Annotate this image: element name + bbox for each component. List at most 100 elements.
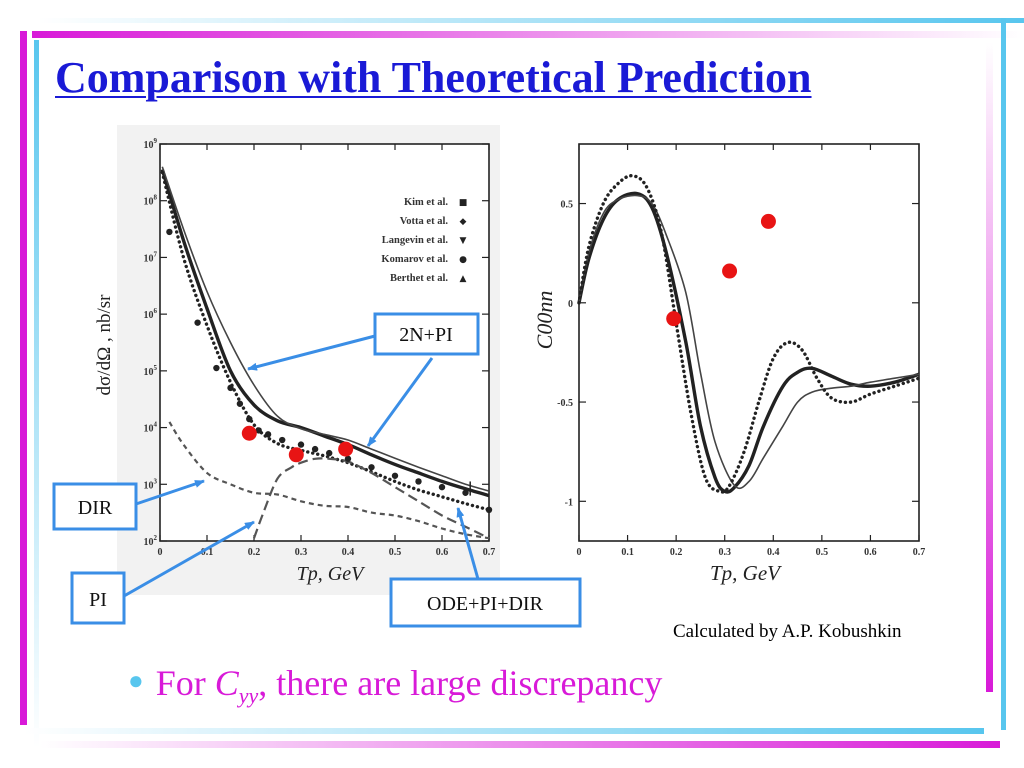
legend-entry-symbol: ■ xyxy=(459,198,468,208)
x-tick-label: 0.5 xyxy=(389,547,402,558)
callout-2n-pi-box xyxy=(373,312,480,356)
x-tick-label: 0.4 xyxy=(767,547,780,558)
measurement-point xyxy=(297,441,305,448)
x-tick-label: 0 xyxy=(577,547,582,558)
bullet-dot-icon: ● xyxy=(128,666,144,695)
x-tick-label: 0 xyxy=(158,547,163,558)
top-accent-cyan-bar xyxy=(38,18,1024,23)
callout-pi-label: PI xyxy=(89,589,107,611)
polarization-plot-frame xyxy=(578,143,920,542)
cross-section-ticks: 0 0.1 0.2 0.3 0.4 0.5 0.6 0.7102103104105106107… xyxy=(144,137,496,558)
callout-dir: DIR xyxy=(52,479,205,531)
legend-entry-label: Kim et al. xyxy=(404,197,448,208)
measurement-point xyxy=(279,436,286,444)
cross-section-x-axis-label: Tp, GeV xyxy=(297,563,366,585)
polarization-chart: 0 0.1 0.2 0.3 0.4 0.5 0.6 0.7 0.5 0 -0.5 -1 Tp, GeV… xyxy=(532,143,925,585)
callout-ode-pi-dir: ODE+PI+DIR xyxy=(389,507,582,628)
cross-section-y-axis-label: dσ/dΩ , nb/sr xyxy=(94,294,115,396)
callout-pi: PI xyxy=(70,520,255,625)
callout-2n-pi-arrow-lower xyxy=(366,357,434,447)
measurement-point xyxy=(344,455,352,462)
legend-entry-label: Berthet et al. xyxy=(390,273,448,284)
x-tick-label: 0.6 xyxy=(436,547,449,558)
callout-2n-pi-arrow xyxy=(247,334,376,371)
measurement-point xyxy=(438,483,446,491)
cross-section-legend: Kim et al. ■ Votta et al. ◆ Langevin et al. ▼… xyxy=(381,197,467,284)
cross-section-series xyxy=(160,166,491,540)
polarization-x-axis-label: Tp, GeV xyxy=(710,561,782,585)
callout-ode-pi-dir-label: ODE+PI+DIR xyxy=(427,593,544,615)
bullet-suffix: , there are large discrepancy xyxy=(258,663,663,703)
x-tick-label: 0.1 xyxy=(621,547,634,558)
callout-2n-pi-label: 2N+PI xyxy=(399,324,453,346)
measurement-point xyxy=(236,400,244,407)
x-tick-label: 0.3 xyxy=(295,547,308,558)
measurement-point xyxy=(415,478,422,485)
x-tick-label: 0.4 xyxy=(342,547,355,558)
red-marker xyxy=(760,213,776,229)
bullet-item: ● For Cyy, there are large discrepancy xyxy=(128,662,662,709)
legend-entry-symbol: ● xyxy=(459,255,467,265)
x-tick-label: 0.2 xyxy=(670,547,683,558)
measurement-point xyxy=(213,364,220,372)
series-line-curve-1 xyxy=(578,194,920,490)
series-line-curve-2 xyxy=(577,174,921,494)
legend-entry-label: Votta et al. xyxy=(400,216,449,227)
red-marker xyxy=(722,263,738,279)
bottom-accent-cyan-bar xyxy=(24,728,984,734)
x-tick-label: 0.3 xyxy=(718,547,731,558)
left-accent-magenta-bar xyxy=(20,31,27,725)
cross-section-red-markers xyxy=(241,425,354,463)
polarization-ticks: 0 0.1 0.2 0.3 0.4 0.5 0.6 0.7 0.5 0 -0.5 -1 xyxy=(557,144,925,558)
x-tick-label: 0.6 xyxy=(864,547,877,558)
bottom-accent-magenta-bar xyxy=(40,741,1000,748)
callout-ode-pi-dir-box xyxy=(389,577,582,628)
bullet-symbol: C xyxy=(214,663,239,703)
measurement-point xyxy=(462,489,469,496)
red-marker xyxy=(288,447,304,463)
legend-entry-label: Komarov et al. xyxy=(381,254,448,265)
red-marker xyxy=(241,425,257,441)
measurement-point xyxy=(311,445,319,453)
x-tick-label: 0.2 xyxy=(248,547,261,558)
measurement-point xyxy=(246,415,253,423)
measurement-point xyxy=(391,472,399,479)
series-line-dir xyxy=(168,421,490,540)
measurement-point xyxy=(166,228,173,236)
y-tick-label: -1 xyxy=(565,497,573,508)
red-marker xyxy=(338,441,354,457)
measurement-point xyxy=(227,384,234,392)
series-line-ode-pi-dir xyxy=(160,170,491,512)
red-marker xyxy=(666,311,682,327)
measurement-point xyxy=(368,464,375,471)
measurement-point xyxy=(485,506,493,514)
callout-dir-box xyxy=(52,482,138,531)
cross-section-chart: 0 0.1 0.2 0.3 0.4 0.5 0.6 0.7102103104105106107… xyxy=(94,125,500,595)
right-accent-magenta-bar xyxy=(986,42,993,692)
callout-ode-pi-dir-arrow xyxy=(456,507,480,580)
y-tick-label: -0.5 xyxy=(557,398,573,409)
slide-title: Comparison with Theoretical Prediction xyxy=(55,53,812,102)
x-tick-label: 0.7 xyxy=(483,547,496,558)
callout-dir-arrow xyxy=(135,479,205,506)
legend-entry-symbol: ▼ xyxy=(460,236,467,246)
legend-entry-symbol: ▲ xyxy=(460,274,467,284)
callout-2n-pi: 2N+PI xyxy=(247,312,480,447)
legend-entry-label: Langevin et al. xyxy=(382,235,449,246)
legend-entry-symbol: ◆ xyxy=(460,217,467,227)
cross-section-data-points xyxy=(166,228,493,514)
series-line-2n-pi xyxy=(160,169,490,498)
series-line-pi xyxy=(252,457,490,540)
polarization-series xyxy=(577,174,921,494)
x-tick-label: 0.7 xyxy=(913,547,926,558)
right-accent-cyan-bar xyxy=(1001,18,1006,730)
y-tick-label: 0.5 xyxy=(561,200,574,211)
measurement-point xyxy=(326,449,333,457)
bullet-subscript: yy xyxy=(238,683,259,709)
measurement-point xyxy=(255,427,262,434)
left-accent-cyan-bar xyxy=(34,40,39,748)
measurement-point xyxy=(264,431,272,438)
callout-dir-label: DIR xyxy=(78,497,113,519)
series-line-curve-0 xyxy=(577,191,920,494)
